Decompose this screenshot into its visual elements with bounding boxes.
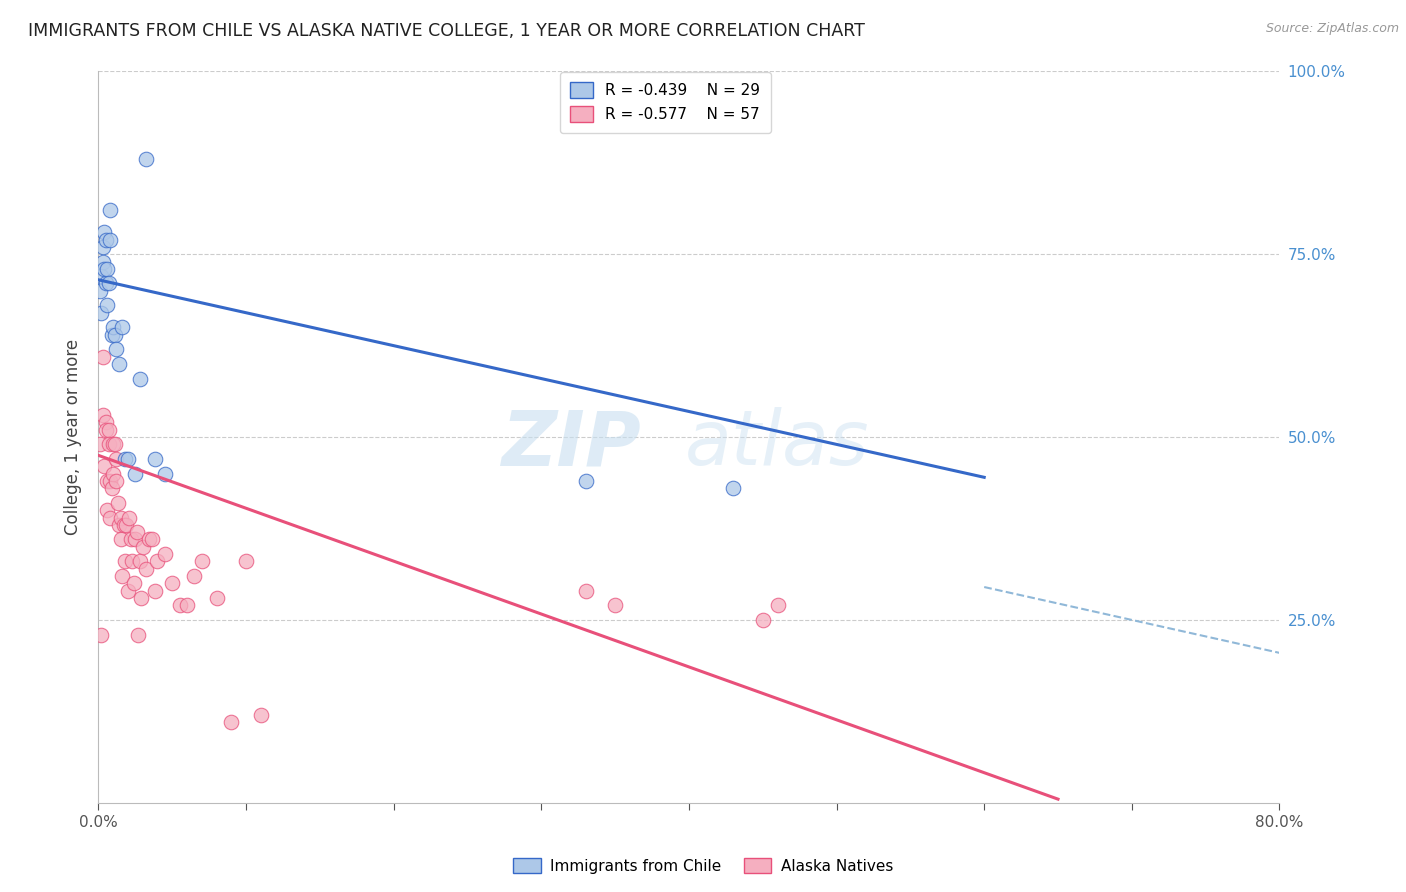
Point <box>128 554 150 568</box>
Point <box>89 284 111 298</box>
Point <box>104 327 127 342</box>
Point <box>121 554 143 568</box>
Point <box>219 715 242 730</box>
Point <box>129 591 152 605</box>
Point <box>89 437 111 451</box>
Point <box>111 320 134 334</box>
Point <box>143 583 166 598</box>
Point <box>162 576 183 591</box>
Point <box>605 599 627 613</box>
Point <box>94 416 117 430</box>
Point <box>117 452 139 467</box>
Point <box>91 240 114 254</box>
Point <box>117 583 139 598</box>
Point <box>143 452 166 467</box>
Point <box>111 569 134 583</box>
Point <box>104 437 127 451</box>
Point <box>114 452 136 467</box>
Point <box>96 298 118 312</box>
Point <box>205 591 228 605</box>
Point <box>98 233 121 247</box>
Point <box>105 343 128 357</box>
Point <box>108 517 131 532</box>
Point <box>141 533 163 547</box>
Point <box>93 225 115 239</box>
Point <box>103 467 125 481</box>
Point <box>118 510 141 524</box>
Point <box>124 533 146 547</box>
Point <box>183 569 205 583</box>
Point <box>98 474 121 488</box>
Point <box>138 533 160 547</box>
Point <box>103 437 125 451</box>
Point <box>751 613 773 627</box>
Point <box>94 423 117 437</box>
Point <box>105 452 128 467</box>
Point <box>135 562 157 576</box>
Point <box>128 371 150 385</box>
Point <box>97 277 120 291</box>
Point <box>97 437 120 451</box>
Legend: Immigrants from Chile, Alaska Natives: Immigrants from Chile, Alaska Natives <box>508 852 898 880</box>
Point <box>98 510 121 524</box>
Text: IMMIGRANTS FROM CHILE VS ALASKA NATIVE COLLEGE, 1 YEAR OR MORE CORRELATION CHART: IMMIGRANTS FROM CHILE VS ALASKA NATIVE C… <box>28 22 865 40</box>
Point <box>120 533 142 547</box>
Point <box>96 474 118 488</box>
Point <box>115 517 138 532</box>
Point <box>90 306 112 320</box>
Point <box>110 533 132 547</box>
Point <box>93 459 115 474</box>
Point <box>107 496 129 510</box>
Point <box>146 554 169 568</box>
Text: atlas: atlas <box>685 408 870 482</box>
Y-axis label: College, 1 year or more: College, 1 year or more <box>65 339 83 535</box>
Point <box>90 627 112 641</box>
Point <box>169 599 191 613</box>
Point <box>122 576 145 591</box>
Point <box>235 554 257 568</box>
Point <box>96 503 118 517</box>
Text: Source: ZipAtlas.com: Source: ZipAtlas.com <box>1265 22 1399 36</box>
Point <box>97 423 120 437</box>
Point <box>153 547 176 561</box>
Text: ZIP: ZIP <box>502 408 641 482</box>
Point <box>250 708 273 723</box>
Point <box>93 261 115 276</box>
Point <box>127 627 149 641</box>
Point <box>91 350 114 364</box>
Point <box>90 269 112 284</box>
Point <box>766 599 789 613</box>
Legend: R = -0.439    N = 29, R = -0.577    N = 57: R = -0.439 N = 29, R = -0.577 N = 57 <box>560 71 770 133</box>
Point <box>176 599 198 613</box>
Point <box>91 408 114 422</box>
Point <box>100 327 122 342</box>
Point <box>124 467 146 481</box>
Point <box>91 254 114 268</box>
Point <box>94 233 117 247</box>
Point <box>112 517 135 532</box>
Point <box>125 525 148 540</box>
Point <box>103 320 125 334</box>
Point <box>108 357 131 371</box>
Point <box>723 481 745 495</box>
Point <box>132 540 155 554</box>
Point <box>574 474 596 488</box>
Point <box>94 277 117 291</box>
Point <box>114 554 136 568</box>
Point <box>100 481 122 495</box>
Point <box>135 152 157 166</box>
Point <box>153 467 176 481</box>
Point <box>98 203 121 218</box>
Point <box>574 583 596 598</box>
Point <box>191 554 214 568</box>
Point <box>110 510 132 524</box>
Point <box>96 261 118 276</box>
Point <box>105 474 128 488</box>
